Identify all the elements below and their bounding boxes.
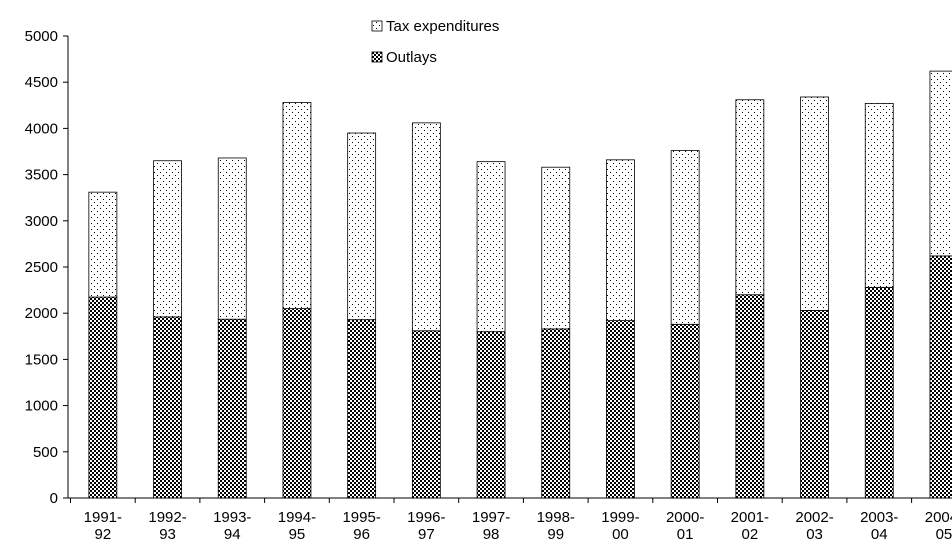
bar-segment bbox=[411, 330, 441, 499]
y-tick-label: 5000 bbox=[25, 28, 58, 45]
x-tick-label: 1991-92 bbox=[84, 509, 122, 543]
bar-segment bbox=[864, 103, 894, 288]
bar-segment bbox=[476, 161, 506, 333]
legend-swatch bbox=[371, 51, 383, 63]
bar-segment bbox=[800, 96, 829, 311]
y-tick-label: 0 bbox=[50, 490, 58, 507]
x-tick-label: 1996-97 bbox=[407, 509, 445, 543]
bar-segment bbox=[347, 132, 377, 321]
bar-segment bbox=[476, 331, 506, 499]
y-tick-label: 3000 bbox=[25, 213, 58, 230]
bar-segment bbox=[606, 320, 635, 499]
y-tick-label: 500 bbox=[33, 444, 58, 461]
y-tick-label: 2000 bbox=[25, 305, 58, 322]
bar-segment bbox=[541, 328, 571, 499]
bar-segment bbox=[735, 99, 765, 296]
y-tick-label: 4500 bbox=[25, 74, 58, 91]
bar-segment bbox=[670, 150, 700, 325]
x-tick-label: 2002-03 bbox=[795, 509, 833, 543]
bar-segment bbox=[88, 296, 118, 499]
x-tick-label: 1992-93 bbox=[148, 509, 186, 543]
legend-label: Outlays bbox=[386, 49, 437, 66]
bar-segment bbox=[88, 191, 118, 298]
x-tick-label: 2001-02 bbox=[731, 509, 769, 543]
legend-label: Tax expenditures bbox=[386, 18, 499, 35]
x-tick-label: 1997-98 bbox=[472, 509, 510, 543]
x-tick-label: 1994-95 bbox=[278, 509, 316, 543]
bar-segment bbox=[347, 319, 377, 499]
x-tick-label: 2003-04 bbox=[860, 509, 898, 543]
x-tick-label: 1999-00 bbox=[601, 509, 639, 543]
x-tick-label: 2004-05 bbox=[925, 509, 952, 543]
bar-segment bbox=[864, 286, 894, 499]
legend-swatch bbox=[371, 20, 383, 32]
bar-segment bbox=[735, 294, 765, 499]
y-tick-label: 4000 bbox=[25, 120, 58, 137]
bar-segment bbox=[929, 70, 952, 257]
bar-segment bbox=[541, 166, 571, 330]
bar-segment bbox=[606, 159, 635, 321]
x-tick-label: 2000-01 bbox=[666, 509, 704, 543]
bar-segment bbox=[800, 310, 829, 499]
y-tick-label: 1000 bbox=[25, 398, 58, 415]
bar-segment bbox=[153, 316, 182, 499]
x-tick-label: 1995-96 bbox=[342, 509, 380, 543]
bar-segment bbox=[282, 102, 312, 309]
y-tick-label: 1500 bbox=[25, 351, 58, 368]
bar-segment bbox=[217, 157, 247, 320]
bar-segment bbox=[929, 255, 952, 499]
y-tick-label: 2500 bbox=[25, 259, 58, 276]
x-tick-label: 1998-99 bbox=[537, 509, 575, 543]
bar-segment bbox=[282, 308, 312, 499]
y-tick-label: 3500 bbox=[25, 167, 58, 184]
bar-segment bbox=[217, 318, 247, 499]
bar-segment bbox=[411, 122, 441, 332]
bar-segment bbox=[670, 323, 700, 499]
x-tick-label: 1993-94 bbox=[213, 509, 251, 543]
bar-segment bbox=[153, 160, 182, 318]
